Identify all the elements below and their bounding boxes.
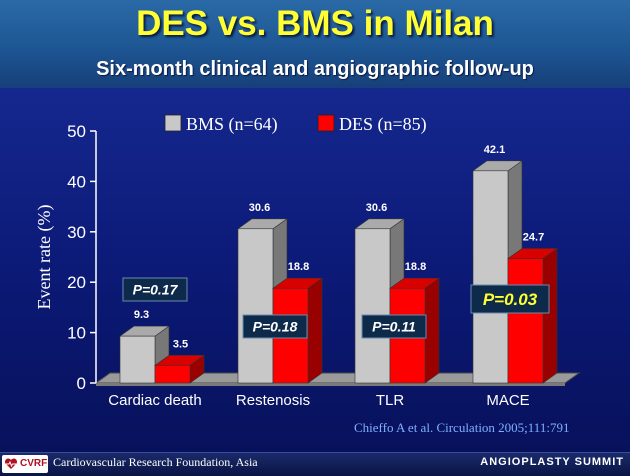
legend-swatch <box>317 114 335 132</box>
chart-legend: BMS (n=64) DES (n=85) <box>164 114 427 135</box>
y-tick-label: 30 <box>67 223 86 242</box>
heart-icon <box>4 458 18 469</box>
bar-1-3 <box>507 258 544 384</box>
data-label: 18.8 <box>288 261 309 273</box>
back-wall <box>96 121 110 383</box>
p-value-box <box>242 314 308 339</box>
data-label: 30.6 <box>249 202 270 214</box>
floor-edge <box>96 383 565 386</box>
page-subtitle: Six-month clinical and angiographic foll… <box>96 58 534 80</box>
bar-side-1-2 <box>424 277 440 384</box>
chart-bars <box>119 160 558 384</box>
y-axis-label: Event rate (%) <box>34 205 55 310</box>
p-value-box <box>470 284 550 314</box>
data-label: 42.1 <box>484 144 505 156</box>
y-tick-label: 20 <box>67 273 86 292</box>
p-value-box <box>122 277 188 302</box>
y-tick-label: 10 <box>67 324 86 343</box>
p-value-label: P=0.17 <box>133 282 179 298</box>
bar-chart: 0 10 20 30 40 50 Event rate (%) 9.3 3.5 Cardiac … <box>34 114 581 409</box>
bar-0-1 <box>237 228 274 384</box>
bar-side-1-1 <box>307 277 323 384</box>
data-label: 18.8 <box>405 261 426 273</box>
p-value-box <box>361 314 427 339</box>
y-tick-label: 40 <box>67 172 86 191</box>
data-label: 9.3 <box>134 309 149 321</box>
x-tick-label: Restenosis <box>236 392 310 409</box>
logo-text: CVRF <box>20 458 48 469</box>
legend-swatch <box>164 114 182 132</box>
chart-axes: 0 10 20 30 40 50 Event rate (%) <box>34 121 581 393</box>
bar-0-3 <box>472 170 509 384</box>
bar-1-0 <box>154 365 191 384</box>
bar-0-0 <box>119 335 156 384</box>
bar-side-1-3 <box>542 247 558 384</box>
x-tick-label: TLR <box>376 392 405 409</box>
citation: Chieffo A et al. Circulation 2005;111:79… <box>354 420 570 435</box>
bar-0-2 <box>354 228 391 384</box>
footer-event: ANGIOPLASTY SUMMIT <box>480 456 624 468</box>
data-label: 3.5 <box>173 338 188 350</box>
chart-labels: 9.3 3.5 Cardiac death 30.6 18.8 Restenosis 30.… <box>108 144 550 409</box>
page-title: DES vs. BMS in Milan <box>136 4 494 43</box>
footer-organization: Cardiovascular Research Foundation, Asia <box>53 455 258 469</box>
p-value-label: P=0.18 <box>253 319 298 335</box>
p-value-label: P=0.11 <box>372 319 416 335</box>
data-label: 24.7 <box>523 232 544 244</box>
footer-band <box>0 452 630 476</box>
p-value-label: P=0.03 <box>483 290 538 309</box>
data-label: 30.6 <box>366 202 387 214</box>
x-tick-label: Cardiac death <box>108 392 201 409</box>
x-tick-label: MACE <box>486 392 529 409</box>
y-tick-label: 50 <box>67 122 86 141</box>
cvrf-logo: CVRF <box>2 455 48 473</box>
title-band <box>0 0 630 88</box>
legend-label: DES (n=85) <box>339 114 427 135</box>
legend-label: BMS (n=64) <box>186 114 278 135</box>
y-tick-label: 0 <box>77 374 86 393</box>
